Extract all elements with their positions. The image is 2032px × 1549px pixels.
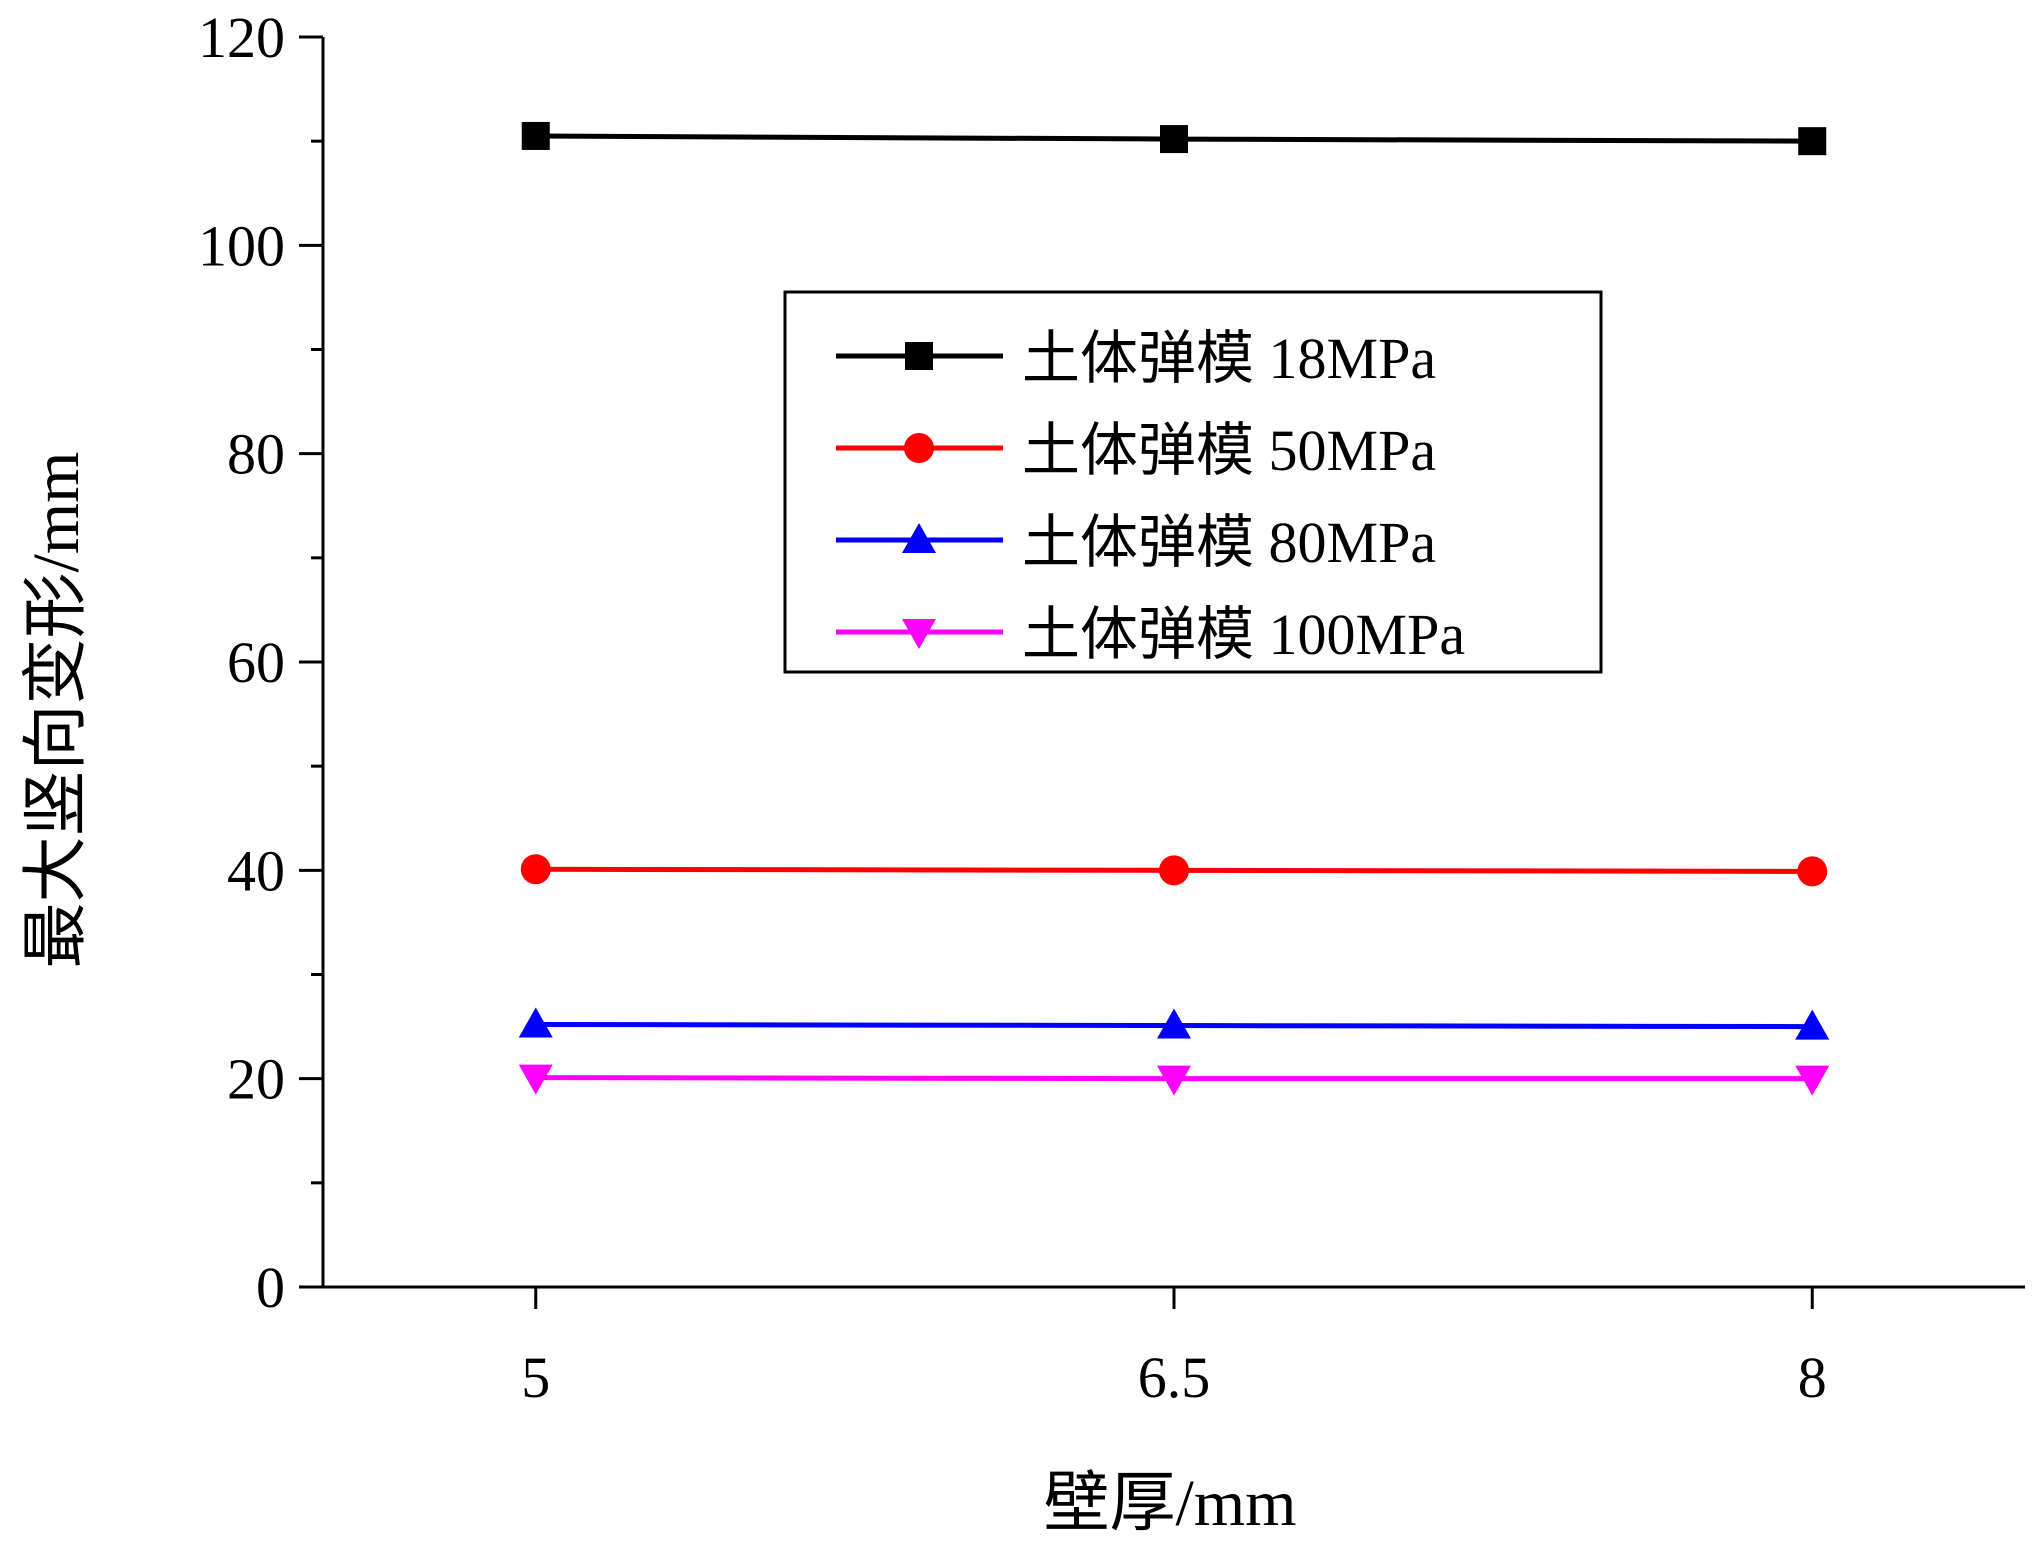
- legend-label: 土体弹模 18MPa: [1022, 326, 1436, 391]
- series-1: [521, 121, 1827, 156]
- series-4: [518, 1064, 1830, 1096]
- x-axis-title: 壁厚/mm: [1043, 1467, 1296, 1540]
- legend-label: 土体弹模 50MPa: [1022, 418, 1436, 483]
- data-point: [520, 854, 551, 885]
- data-point: [1157, 1065, 1191, 1096]
- legend-label: 土体弹模 100MPa: [1022, 602, 1465, 667]
- data-point: [1795, 1009, 1830, 1040]
- data-point: [1159, 855, 1189, 886]
- legend-label: 土体弹模 80MPa: [1022, 510, 1436, 575]
- legend-item: 土体弹模 100MPa: [836, 602, 1465, 667]
- data-point: [1795, 1065, 1830, 1096]
- x-axis-ticks: 5 6.5 8: [521, 1287, 1827, 1410]
- legend-marker: [902, 619, 936, 649]
- legend-marker: [905, 342, 933, 370]
- data-point: [1157, 1008, 1191, 1039]
- legend-marker: [902, 523, 936, 553]
- y-tick-label: 20: [227, 1047, 285, 1112]
- legend-item: 土体弹模 50MPa: [836, 418, 1436, 483]
- data-point: [518, 1007, 553, 1038]
- legend-marker: [904, 433, 934, 463]
- x-tick-label: 6.5: [1138, 1345, 1211, 1410]
- legend-item: 土体弹模 80MPa: [836, 510, 1436, 575]
- data-point: [1798, 127, 1827, 156]
- series-layer: [518, 121, 1830, 1096]
- data-point: [518, 1064, 553, 1095]
- x-tick-label: 8: [1798, 1345, 1827, 1410]
- y-tick-label: 0: [256, 1255, 285, 1320]
- y-tick-label: 60: [227, 630, 285, 695]
- y-tick-label: 100: [198, 213, 285, 278]
- data-point: [1797, 856, 1828, 887]
- data-point: [521, 121, 550, 150]
- series-3: [518, 1007, 1830, 1040]
- data-point: [1160, 125, 1188, 154]
- y-tick-label: 120: [198, 5, 285, 70]
- x-tick-label: 5: [521, 1345, 550, 1410]
- y-axis-ticks: 0 20 40 60 80 100 120: [198, 5, 323, 1320]
- y-axis-title: 最大竖向变形/mm: [20, 451, 93, 968]
- legend-item: 土体弹模 18MPa: [836, 326, 1436, 391]
- y-tick-label: 40: [227, 838, 285, 903]
- legend: 土体弹模 18MPa 土体弹模 50MPa 土体弹模 80MPa 土体弹模 100MP…: [783, 290, 1603, 674]
- series-2: [520, 854, 1828, 887]
- y-tick-label: 80: [227, 422, 285, 487]
